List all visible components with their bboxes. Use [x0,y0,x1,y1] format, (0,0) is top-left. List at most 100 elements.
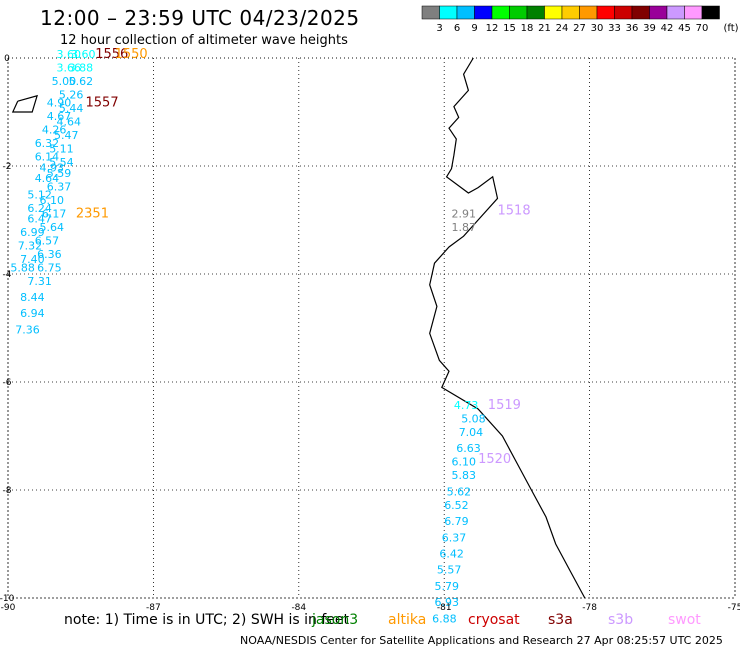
pass-time-label: 1519 [488,398,521,413]
legend-label: 45 [678,23,691,34]
wave-height-label: 5.47 [54,129,79,142]
mission-label-cryosat: cryosat [468,612,520,628]
wave-height-label: 7.36 [15,323,40,336]
wave-height-label: 5.54 [49,156,73,169]
wave-height-label: 7.31 [27,275,52,288]
wave-height-label: 5.88 [10,261,35,274]
legend-label: 15 [503,23,516,34]
mission-label-s3a: s3a [548,612,573,628]
wave-height-label: 6.57 [35,234,60,247]
wave-height-label: 6.52 [444,499,469,512]
wave-height-label: 5.08 [461,413,486,426]
wave-height-label: 5.59 [47,167,72,180]
legend-swatch [439,5,458,20]
island-outline [11,94,38,113]
wave-height-label: 5.26 [59,89,84,102]
legend-swatch [614,5,633,20]
pass-time-label: 1556 [95,47,128,62]
wave-height-label: 6.32 [35,137,60,150]
axis-ticks: -90 -87 -84 -81 -78 -75 0 -2 -4 -6 -8 -10 [0,54,740,613]
legend-label: 3 [436,23,442,34]
mission-label-s3b: s3b [608,612,634,628]
legend-swatch [596,5,615,20]
legend-label: 24 [556,23,569,34]
wave-height-label: 2.91 [452,207,477,220]
pass-time-label: 2351 [76,206,109,221]
legend-label: 42 [661,23,674,34]
footer-credit: NOAA/NESDIS Center for Satellite Applica… [240,634,723,647]
wave-height-label: 4.26 [42,124,67,137]
legend-swatch [649,5,668,20]
legend-swatch [701,5,720,20]
wave-height-label: 1.87 [452,221,477,234]
wave-height-label: 4.64 [35,172,60,185]
legend-swatch [544,5,563,20]
wave-height-label: 5.57 [437,564,462,577]
lat-tick-label: -6 [3,378,12,388]
legend-label: 18 [521,23,534,34]
wave-height-labels: 3.603.603.663.885.005.625.264.905.444.67… [10,48,485,625]
lon-tick-label: -87 [146,603,161,613]
wave-height-label: 5.62 [69,75,94,88]
legend-label: 27 [573,23,586,34]
footer-note: note: 1) Time is in UTC; 2) SWH is in fe… [64,612,350,628]
legend-unit: (ft) [723,23,738,34]
wave-height-label: 6.17 [42,207,67,220]
wave-height-label: 3.60 [57,48,82,61]
lat-tick-label: -4 [3,270,12,280]
wave-height-label: 6.47 [27,213,52,226]
wave-height-label: 4.90 [47,97,72,110]
wave-height-label: 6.93 [435,596,460,609]
map-frame [7,57,736,599]
legend-swatch [509,5,528,20]
legend-label: 33 [608,23,621,34]
wave-height-label: 6.99 [20,226,44,239]
legend-swatch [421,5,440,20]
legend-swatch [684,5,703,20]
lon-tick-label: -90 [1,603,16,613]
wave-height-label: 3.60 [71,48,96,61]
wave-height-label: 6.94 [20,307,44,320]
legend-label: 12 [486,23,499,34]
lat-tick-label: -2 [3,162,12,172]
legend-label: 30 [591,23,604,34]
lon-tick-label: -75 [728,603,740,613]
wave-height-label: 5.62 [447,485,472,498]
legend-label: 6 [454,23,460,34]
wave-height-label: 5.79 [435,580,460,593]
pass-time-label: 1518 [498,204,531,219]
wave-height-label: 6.36 [37,248,62,261]
lat-tick-label: -10 [0,594,15,604]
mission-label-jason3: jason3 [312,612,359,628]
wave-height-label: 3.88 [69,62,94,75]
wave-height-label: 4.73 [454,399,479,412]
coastline-line [429,57,586,599]
wave-height-label: 6.10 [40,194,65,207]
wave-height-label: 5.00 [52,75,77,88]
legend-swatch [561,5,580,20]
page-subtitle: 12 hour collection of altimeter wave hei… [60,33,348,48]
lon-tick-label: -78 [582,603,597,613]
mission-label-swot: swot [668,612,701,628]
pass-time-label: 1557 [86,96,119,111]
wave-height-label: 6.24 [27,202,52,215]
mission-label-altika: altika [388,612,427,628]
page-title: 12:00 – 23:59 UTC 04/23/2025 [40,6,360,30]
wave-height-label: 3.66 [57,62,82,75]
wave-height-label: 6.63 [456,442,481,455]
wave-height-label: 6.88 [432,612,457,625]
legend-swatch [631,5,650,20]
wave-height-label: 5.12 [27,188,52,201]
wave-height-label: 7.32 [18,240,43,253]
coastline [11,57,586,599]
wave-height-label: 6.75 [37,261,62,274]
legend-label: 9 [471,23,477,34]
wave-height-label: 4.64 [57,116,82,129]
legend-swatch [491,5,510,20]
lon-tick-label: -84 [291,603,306,613]
wave-height-label: 6.37 [47,180,72,193]
legend-label: 39 [643,23,656,34]
wave-height-label: 6.79 [444,515,469,528]
